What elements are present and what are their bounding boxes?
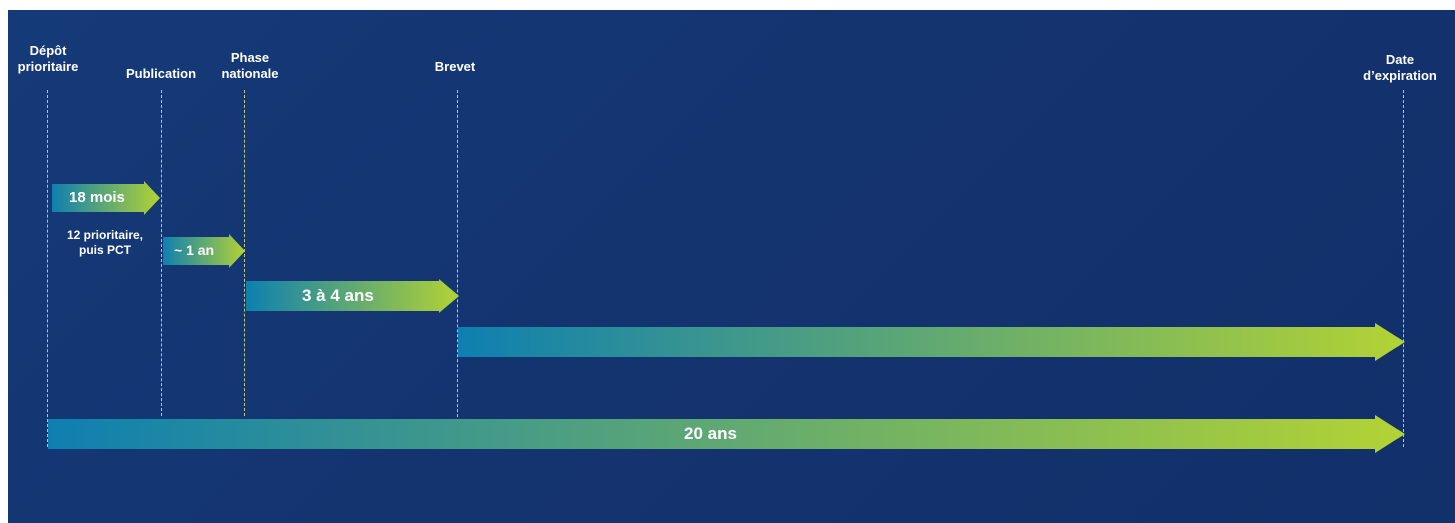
arrow-label-18-mois: 18 mois: [69, 189, 125, 206]
milestone-label-depot: Dépôt prioritaire: [14, 43, 82, 75]
guide-line-expiration: [1403, 90, 1404, 447]
arrow-label-1-an: ~ 1 an: [174, 242, 214, 258]
guide-line-depot: [47, 90, 48, 447]
guide-line-publication: [161, 90, 162, 416]
arrow-label-20-ans: 20 ans: [684, 424, 737, 444]
arrow-label-3-a-4-ans: 3 à 4 ans: [302, 286, 374, 306]
milestone-label-phase: Phase nationale: [210, 50, 290, 82]
guide-line-brevet: [457, 90, 458, 447]
milestone-label-brevet: Brevet: [425, 59, 485, 75]
arrow-protection-period: [458, 323, 1405, 361]
milestone-label-expiration: Date d’expiration: [1355, 52, 1445, 84]
milestone-label-publication: Publication: [115, 66, 207, 82]
note-12-prioritaire: 12 prioritaire, puis PCT: [50, 228, 160, 258]
